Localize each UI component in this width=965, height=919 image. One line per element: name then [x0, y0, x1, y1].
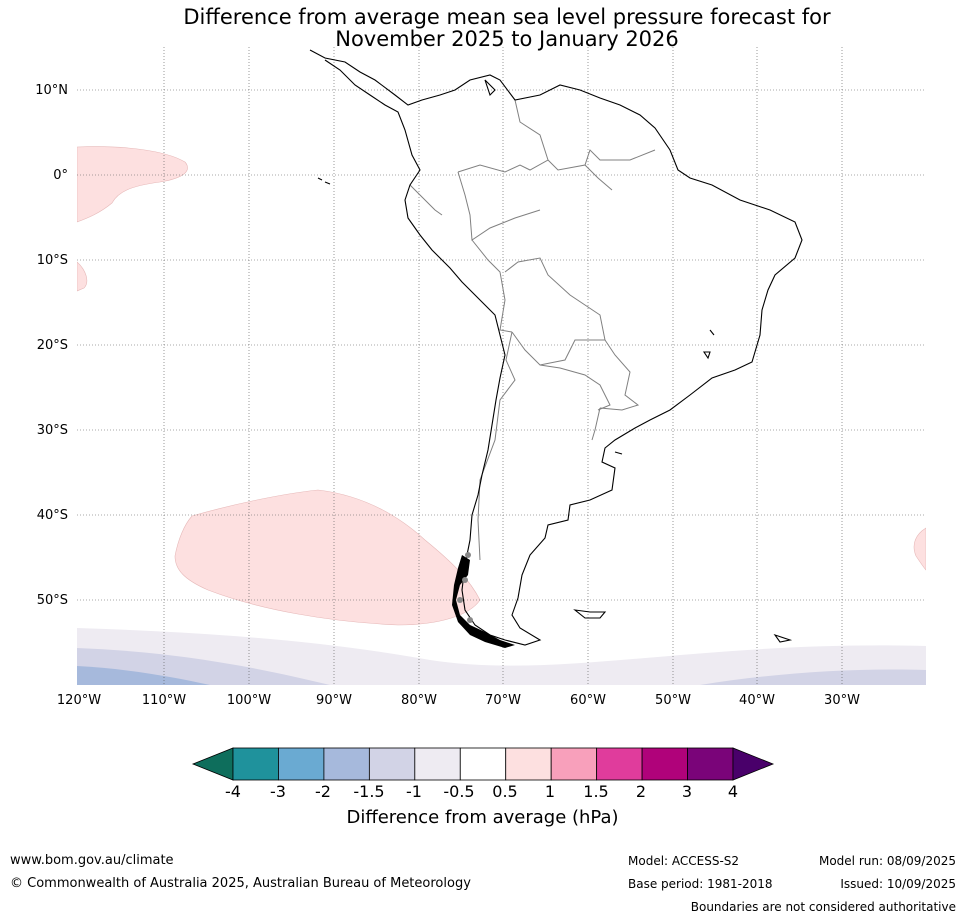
colorbar-tick: -4 — [225, 782, 241, 801]
colorbar-tick: -2 — [315, 782, 331, 801]
colorbar-tick: 4 — [727, 782, 739, 801]
website-link[interactable]: www.bom.gov.au/climate — [10, 853, 174, 868]
colorbar-cell — [596, 747, 643, 781]
colorbar-label: Difference from average (hPa) — [346, 807, 619, 828]
lat-label-20s: 20°S — [36, 338, 68, 353]
colorbar-tick: -0.5 — [443, 782, 475, 801]
colorbar-extend-low — [191, 747, 234, 781]
lon-label-90w: 90°W — [316, 693, 352, 708]
model-run-date: Model run: 08/09/2025 — [818, 854, 956, 868]
issued-date: Issued: 10/09/2025 — [840, 877, 956, 891]
colorbar-tick: 1.5 — [583, 782, 609, 801]
lon-label-120w: 120°W — [56, 693, 102, 708]
model-name: Model: ACCESS-S2 — [628, 854, 740, 868]
colorbar-tick: 3 — [681, 782, 693, 801]
colorbar-cell — [550, 747, 598, 781]
anomaly-positive-small — [77, 261, 88, 292]
lat-label-50s: 50°S — [36, 593, 68, 608]
colorbar-cell — [687, 747, 734, 781]
lon-label-110w: 110°W — [141, 693, 187, 708]
colorbar-tick: 2 — [635, 782, 647, 801]
map-title-line-2: November 2025 to January 2026 — [335, 27, 679, 51]
colorbar-cell — [459, 747, 507, 781]
lon-label-50w: 50°W — [655, 693, 691, 708]
colorbar-tick: -1 — [406, 782, 422, 801]
anomaly-negative-band-dark — [77, 666, 210, 685]
country-borders — [409, 99, 656, 561]
colorbar-tick: -1.5 — [353, 782, 385, 801]
lon-label-70w: 70°W — [485, 693, 521, 708]
lat-label-0: 0° — [53, 168, 68, 183]
base-period: Base period: 1981-2018 — [628, 877, 773, 891]
lat-label-10n: 10°N — [35, 83, 68, 98]
lat-label-40s: 40°S — [36, 508, 68, 523]
anomaly-positive-equatorial — [77, 146, 188, 223]
lon-label-30w: 30°W — [824, 693, 860, 708]
anomaly-positive-south-pacific — [174, 489, 481, 626]
lat-label-30s: 30°S — [36, 423, 68, 438]
lon-label-80w: 80°W — [401, 693, 437, 708]
lon-label-40w: 40°W — [739, 693, 775, 708]
anomaly-negative-band-mid — [77, 648, 926, 685]
map-title-line-1: Difference from average mean sea level p… — [183, 5, 831, 29]
lat-label-10s: 10°S — [36, 253, 68, 268]
colorbar-cell — [232, 747, 279, 781]
map-plot — [77, 47, 926, 685]
lon-label-60w: 60°W — [570, 693, 606, 708]
anomaly-positive-east — [913, 527, 926, 571]
colorbar-tick: -3 — [270, 782, 286, 801]
lon-label-100w: 100°W — [226, 693, 272, 708]
colorbar-cell — [641, 747, 688, 781]
colorbar-cell — [414, 747, 461, 781]
colorbar-tick: 0.5 — [492, 782, 518, 801]
colorbar-cell — [323, 747, 370, 781]
graticule — [77, 47, 926, 685]
anomaly-negative-band-light — [77, 628, 926, 685]
boundaries-disclaimer: Boundaries are not considered authoritat… — [690, 900, 956, 914]
colorbar-cell — [278, 747, 325, 781]
colorbar-cell — [505, 747, 552, 781]
chilean-archipelago — [452, 552, 515, 648]
colorbar-tick: 1 — [544, 782, 556, 801]
colorbar-cell — [368, 747, 416, 781]
colorbar-extend-high — [732, 747, 775, 781]
copyright-text: © Commonwealth of Australia 2025, Austra… — [10, 876, 471, 891]
